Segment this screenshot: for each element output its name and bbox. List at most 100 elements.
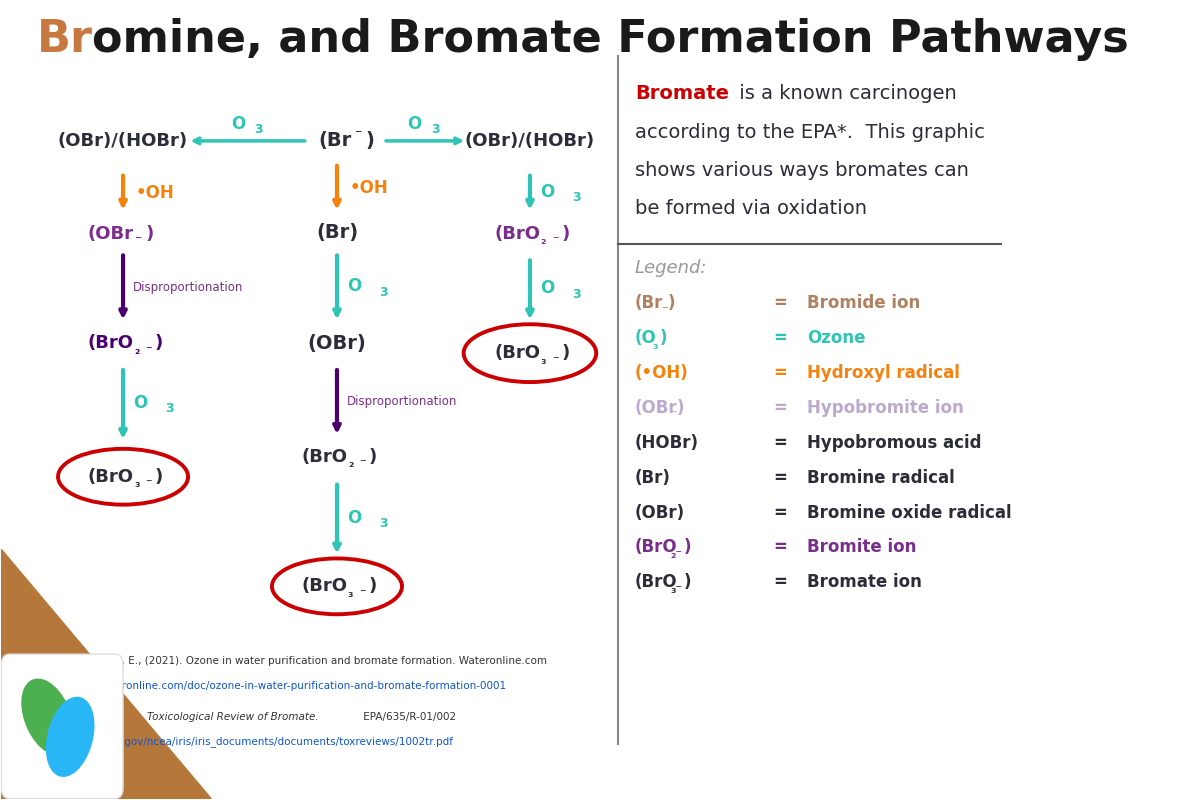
- Text: ): ): [368, 578, 377, 595]
- Text: ⁻: ⁻: [134, 233, 142, 246]
- Text: (Br): (Br): [316, 223, 358, 242]
- Text: Legend:: Legend:: [635, 259, 707, 278]
- Text: ₂: ₂: [348, 458, 353, 470]
- Text: https://cfpub.epa.gov/ncea/iris/iris_documents/documents/toxreviews/1002tr.pdf: https://cfpub.epa.gov/ncea/iris/iris_doc…: [31, 736, 452, 747]
- Text: (BrO: (BrO: [635, 538, 678, 557]
- Text: Hypobromite ion: Hypobromite ion: [806, 399, 964, 417]
- Polygon shape: [1, 550, 211, 798]
- Text: =: =: [773, 294, 787, 312]
- Text: (OBr): (OBr): [635, 504, 685, 522]
- Text: Hypobromous acid: Hypobromous acid: [806, 434, 982, 452]
- Text: Toxicological Review of Bromate.: Toxicological Review of Bromate.: [146, 712, 318, 722]
- Text: O: O: [133, 394, 148, 412]
- Text: ₃⁻: ₃⁻: [670, 583, 682, 596]
- Text: ⁻: ⁻: [670, 409, 677, 422]
- Text: 3: 3: [164, 402, 174, 415]
- Text: Br: Br: [37, 18, 92, 61]
- Text: ): ): [659, 330, 667, 347]
- Text: ₂: ₂: [541, 234, 546, 247]
- Text: (O: (O: [635, 330, 656, 347]
- Text: Bromide ion: Bromide ion: [806, 294, 920, 312]
- Text: (BrO: (BrO: [494, 344, 541, 362]
- Text: ): ): [155, 334, 163, 352]
- Text: (Br: (Br: [318, 131, 352, 150]
- Text: ₃: ₃: [134, 478, 139, 490]
- Text: ): ): [562, 344, 570, 362]
- Text: O: O: [347, 278, 361, 295]
- Text: (OBr)/(HOBr): (OBr)/(HOBr): [58, 132, 188, 150]
- Text: (Br: (Br: [635, 294, 664, 312]
- Text: ₃: ₃: [348, 587, 353, 600]
- Text: Bromite ion: Bromite ion: [806, 538, 916, 557]
- Text: Bromate ion: Bromate ion: [806, 574, 922, 591]
- Text: ₃: ₃: [541, 354, 546, 366]
- Text: (BrO: (BrO: [301, 448, 348, 466]
- Text: O: O: [540, 279, 554, 298]
- Text: 3: 3: [572, 191, 581, 204]
- Text: O: O: [540, 182, 554, 201]
- Text: O: O: [230, 115, 245, 133]
- Text: (BrO: (BrO: [88, 334, 134, 352]
- Text: Source: Flanagan, E., (2021). Ozone in water purification and bromate formation.: Source: Flanagan, E., (2021). Ozone in w…: [31, 656, 547, 666]
- Text: ₂: ₂: [134, 344, 139, 357]
- Text: ⁻: ⁻: [552, 234, 558, 247]
- Text: (OBr: (OBr: [635, 399, 678, 417]
- Text: omine, and Bromate Formation Pathways: omine, and Bromate Formation Pathways: [92, 18, 1129, 61]
- Text: =: =: [773, 504, 787, 522]
- Text: (HOBr): (HOBr): [635, 434, 698, 452]
- Text: ): ): [145, 225, 154, 242]
- Text: Hydroxyl radical: Hydroxyl radical: [806, 364, 960, 382]
- Text: =: =: [773, 469, 787, 486]
- Text: ): ): [684, 538, 691, 557]
- Text: =: =: [773, 434, 787, 452]
- Text: Disproportionation: Disproportionation: [133, 281, 244, 294]
- Text: according to the EPA*.  This graphic: according to the EPA*. This graphic: [635, 123, 985, 142]
- Text: ⁻: ⁻: [661, 304, 668, 317]
- Text: =: =: [773, 538, 787, 557]
- Text: Ozone: Ozone: [806, 330, 865, 347]
- Text: 3: 3: [431, 123, 439, 137]
- Text: =: =: [773, 364, 787, 382]
- Text: (Br): (Br): [635, 469, 671, 486]
- Text: =: =: [773, 574, 787, 591]
- Text: shows various ways bromates can: shows various ways bromates can: [635, 162, 968, 180]
- Text: Bromine oxide radical: Bromine oxide radical: [806, 504, 1012, 522]
- Text: ⁻: ⁻: [552, 354, 558, 366]
- Text: 3: 3: [572, 288, 581, 301]
- Text: ): ): [677, 399, 684, 417]
- Text: =: =: [773, 399, 787, 417]
- Text: (OBr): (OBr): [307, 334, 366, 353]
- Text: ⁻: ⁻: [145, 478, 151, 490]
- Text: •OH: •OH: [349, 178, 389, 197]
- Text: Bromine radical: Bromine radical: [806, 469, 954, 486]
- Text: ⁻: ⁻: [145, 344, 151, 357]
- Text: ): ): [155, 468, 163, 486]
- Text: O: O: [347, 509, 361, 526]
- Text: ): ): [668, 294, 676, 312]
- Text: (BrO: (BrO: [635, 574, 678, 591]
- Text: ₃: ₃: [653, 338, 658, 352]
- Text: •OH: •OH: [136, 184, 174, 202]
- Text: (OBr)/(HOBr): (OBr)/(HOBr): [464, 132, 595, 150]
- Text: * US EPA. (2001).: * US EPA. (2001).: [31, 712, 124, 722]
- Ellipse shape: [47, 698, 94, 776]
- Text: ⁻: ⁻: [359, 587, 366, 600]
- Text: (BrO: (BrO: [88, 468, 134, 486]
- Text: (OBr: (OBr: [88, 225, 134, 242]
- Text: ): ): [366, 131, 374, 150]
- Text: https://www.wateronline.com/doc/ozone-in-water-purification-and-bromate-formatio: https://www.wateronline.com/doc/ozone-in…: [31, 681, 506, 691]
- Text: ): ): [562, 225, 570, 242]
- Text: ⁻: ⁻: [359, 458, 366, 470]
- FancyBboxPatch shape: [1, 654, 124, 798]
- Text: EPA/635/R-01/002: EPA/635/R-01/002: [360, 712, 456, 722]
- Text: (BrO: (BrO: [494, 225, 541, 242]
- Text: Bromate: Bromate: [635, 83, 728, 102]
- Text: 3: 3: [379, 286, 388, 299]
- Text: ): ): [684, 574, 691, 591]
- Text: ): ): [368, 448, 377, 466]
- Text: ⁻: ⁻: [354, 127, 361, 141]
- Text: O: O: [407, 115, 421, 133]
- Text: =: =: [773, 330, 787, 347]
- Text: ₂⁻: ₂⁻: [670, 548, 682, 561]
- Text: Disproportionation: Disproportionation: [347, 395, 457, 409]
